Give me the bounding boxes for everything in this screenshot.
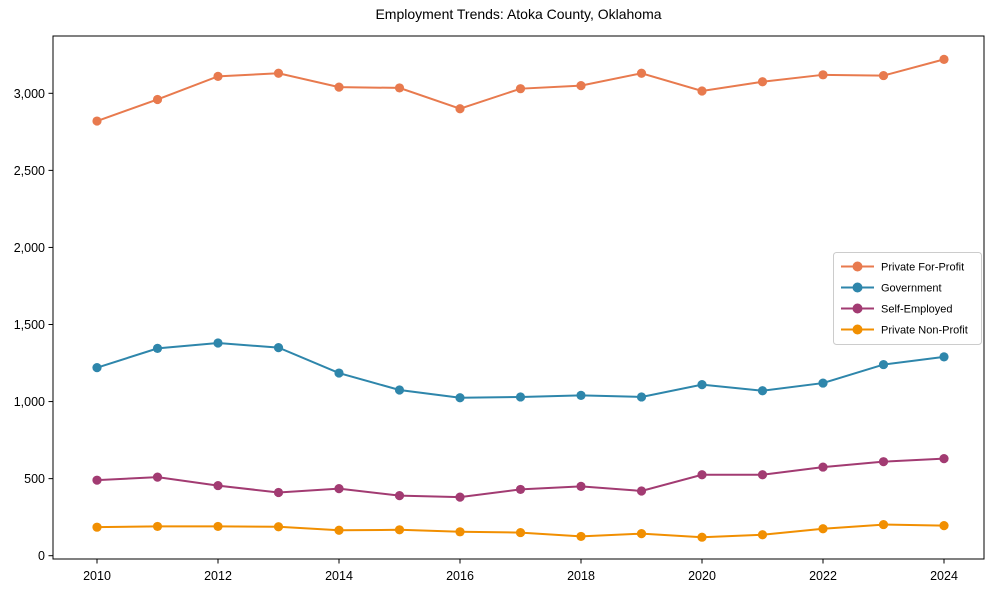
x-tick-label: 2010 xyxy=(83,569,111,583)
legend-marker xyxy=(852,282,863,293)
data-point-self-employed-2014 xyxy=(334,484,344,494)
data-point-private-for-profit-2021 xyxy=(757,77,768,87)
legend: Private For-Profit Government Self-Employe… xyxy=(833,252,982,345)
data-point-private-non-profit-2023 xyxy=(878,519,889,530)
data-point-self-employed-2015 xyxy=(394,490,405,501)
data-point-private-for-profit-2010 xyxy=(92,116,102,126)
legend-item-government: Government xyxy=(841,282,942,295)
y-tick-label: 1,000 xyxy=(14,395,45,409)
data-point-private-non-profit-2015 xyxy=(394,525,405,535)
data-point-government-2013 xyxy=(273,343,284,353)
data-point-government-2010 xyxy=(92,363,102,373)
legend-item-self-employed: Self-Employed xyxy=(841,303,953,316)
legend-item-private-for-profit: Private For-Profit xyxy=(841,261,964,274)
data-point-government-2011 xyxy=(152,343,163,353)
data-point-private-for-profit-2014 xyxy=(334,82,344,92)
y-tick-label: 500 xyxy=(24,472,45,486)
data-point-government-2014 xyxy=(334,368,344,378)
y-tick-label: 2,000 xyxy=(14,241,45,255)
data-point-private-for-profit-2022 xyxy=(818,70,828,80)
data-point-government-2022 xyxy=(818,378,828,388)
data-point-private-non-profit-2014 xyxy=(334,525,344,535)
y-tick-label: 0 xyxy=(38,549,45,563)
data-point-government-2016 xyxy=(455,393,465,403)
x-tick-label: 2020 xyxy=(688,569,716,583)
data-point-private-non-profit-2011 xyxy=(152,521,163,532)
data-point-private-for-profit-2017 xyxy=(515,84,526,94)
x-tick-label: 2022 xyxy=(809,569,837,583)
data-point-private-for-profit-2019 xyxy=(636,68,647,78)
data-point-private-non-profit-2021 xyxy=(757,530,768,540)
data-point-private-non-profit-2022 xyxy=(818,524,828,534)
y-tick-label: 1,500 xyxy=(14,318,45,332)
data-point-private-for-profit-2015 xyxy=(394,83,405,93)
data-point-self-employed-2011 xyxy=(152,472,163,482)
data-point-self-employed-2020 xyxy=(697,470,707,480)
data-point-government-2023 xyxy=(878,359,889,370)
x-tick-label: 2016 xyxy=(446,569,474,583)
data-point-self-employed-2018 xyxy=(576,481,586,491)
x-tick-label: 2018 xyxy=(567,569,595,583)
data-point-private-non-profit-2020 xyxy=(697,532,707,542)
data-point-private-for-profit-2016 xyxy=(455,104,465,114)
y-tick-label: 3,000 xyxy=(14,87,45,101)
data-point-government-2012 xyxy=(213,338,223,348)
data-point-private-non-profit-2018 xyxy=(576,531,586,542)
y-tick-label: 2,500 xyxy=(14,164,45,178)
legend-label: Private For-Profit xyxy=(881,262,964,274)
legend-marker xyxy=(852,261,863,272)
legend-label: Self-Employed xyxy=(881,304,953,316)
data-point-government-2024 xyxy=(939,352,949,362)
data-point-private-for-profit-2013 xyxy=(273,68,284,78)
data-point-private-for-profit-2011 xyxy=(152,94,163,105)
data-point-self-employed-2016 xyxy=(455,492,465,502)
data-point-private-for-profit-2024 xyxy=(939,54,949,65)
plot-frame xyxy=(52,35,985,560)
data-point-government-2021 xyxy=(757,386,768,396)
data-point-private-non-profit-2012 xyxy=(213,521,223,532)
data-point-government-2018 xyxy=(576,390,586,401)
legend-marker xyxy=(852,324,863,335)
data-point-government-2015 xyxy=(394,385,405,395)
data-point-private-for-profit-2020 xyxy=(697,86,707,96)
data-point-private-for-profit-2018 xyxy=(576,81,586,91)
data-point-self-employed-2024 xyxy=(939,453,949,464)
data-point-government-2017 xyxy=(515,392,526,402)
series-line-government xyxy=(96,341,945,399)
data-point-government-2019 xyxy=(636,392,647,402)
data-point-private-for-profit-2012 xyxy=(213,71,223,81)
data-point-private-non-profit-2016 xyxy=(455,527,465,537)
x-tick-label: 2024 xyxy=(930,569,958,583)
data-point-self-employed-2012 xyxy=(213,480,223,491)
legend-item-private-non-profit: Private Non-Profit xyxy=(841,324,968,337)
legend-box xyxy=(833,252,982,345)
data-point-self-employed-2013 xyxy=(273,487,284,498)
data-point-self-employed-2021 xyxy=(757,470,768,480)
legend-marker xyxy=(852,303,863,314)
data-point-self-employed-2017 xyxy=(515,484,526,495)
data-point-private-non-profit-2010 xyxy=(92,522,102,532)
data-point-self-employed-2010 xyxy=(92,475,102,485)
data-point-private-non-profit-2019 xyxy=(636,529,647,539)
data-point-private-non-profit-2017 xyxy=(515,527,526,538)
x-tick-label: 2012 xyxy=(204,569,232,583)
data-point-private-non-profit-2013 xyxy=(273,522,284,532)
data-point-self-employed-2023 xyxy=(878,457,889,467)
chart-title: Employment Trends: Atoka County, Oklahom… xyxy=(375,6,662,22)
data-point-private-for-profit-2023 xyxy=(878,70,889,81)
data-point-government-2020 xyxy=(697,380,707,390)
legend-label: Private Non-Profit xyxy=(881,325,968,337)
legend-label: Government xyxy=(881,283,942,295)
data-point-self-employed-2019 xyxy=(636,486,647,496)
x-tick-label: 2014 xyxy=(325,569,353,583)
data-point-self-employed-2022 xyxy=(818,462,828,472)
data-point-private-non-profit-2024 xyxy=(939,521,949,531)
